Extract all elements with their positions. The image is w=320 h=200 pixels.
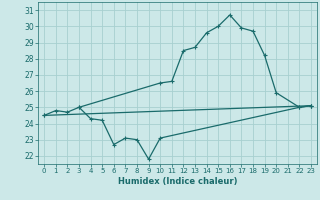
X-axis label: Humidex (Indice chaleur): Humidex (Indice chaleur) (118, 177, 237, 186)
